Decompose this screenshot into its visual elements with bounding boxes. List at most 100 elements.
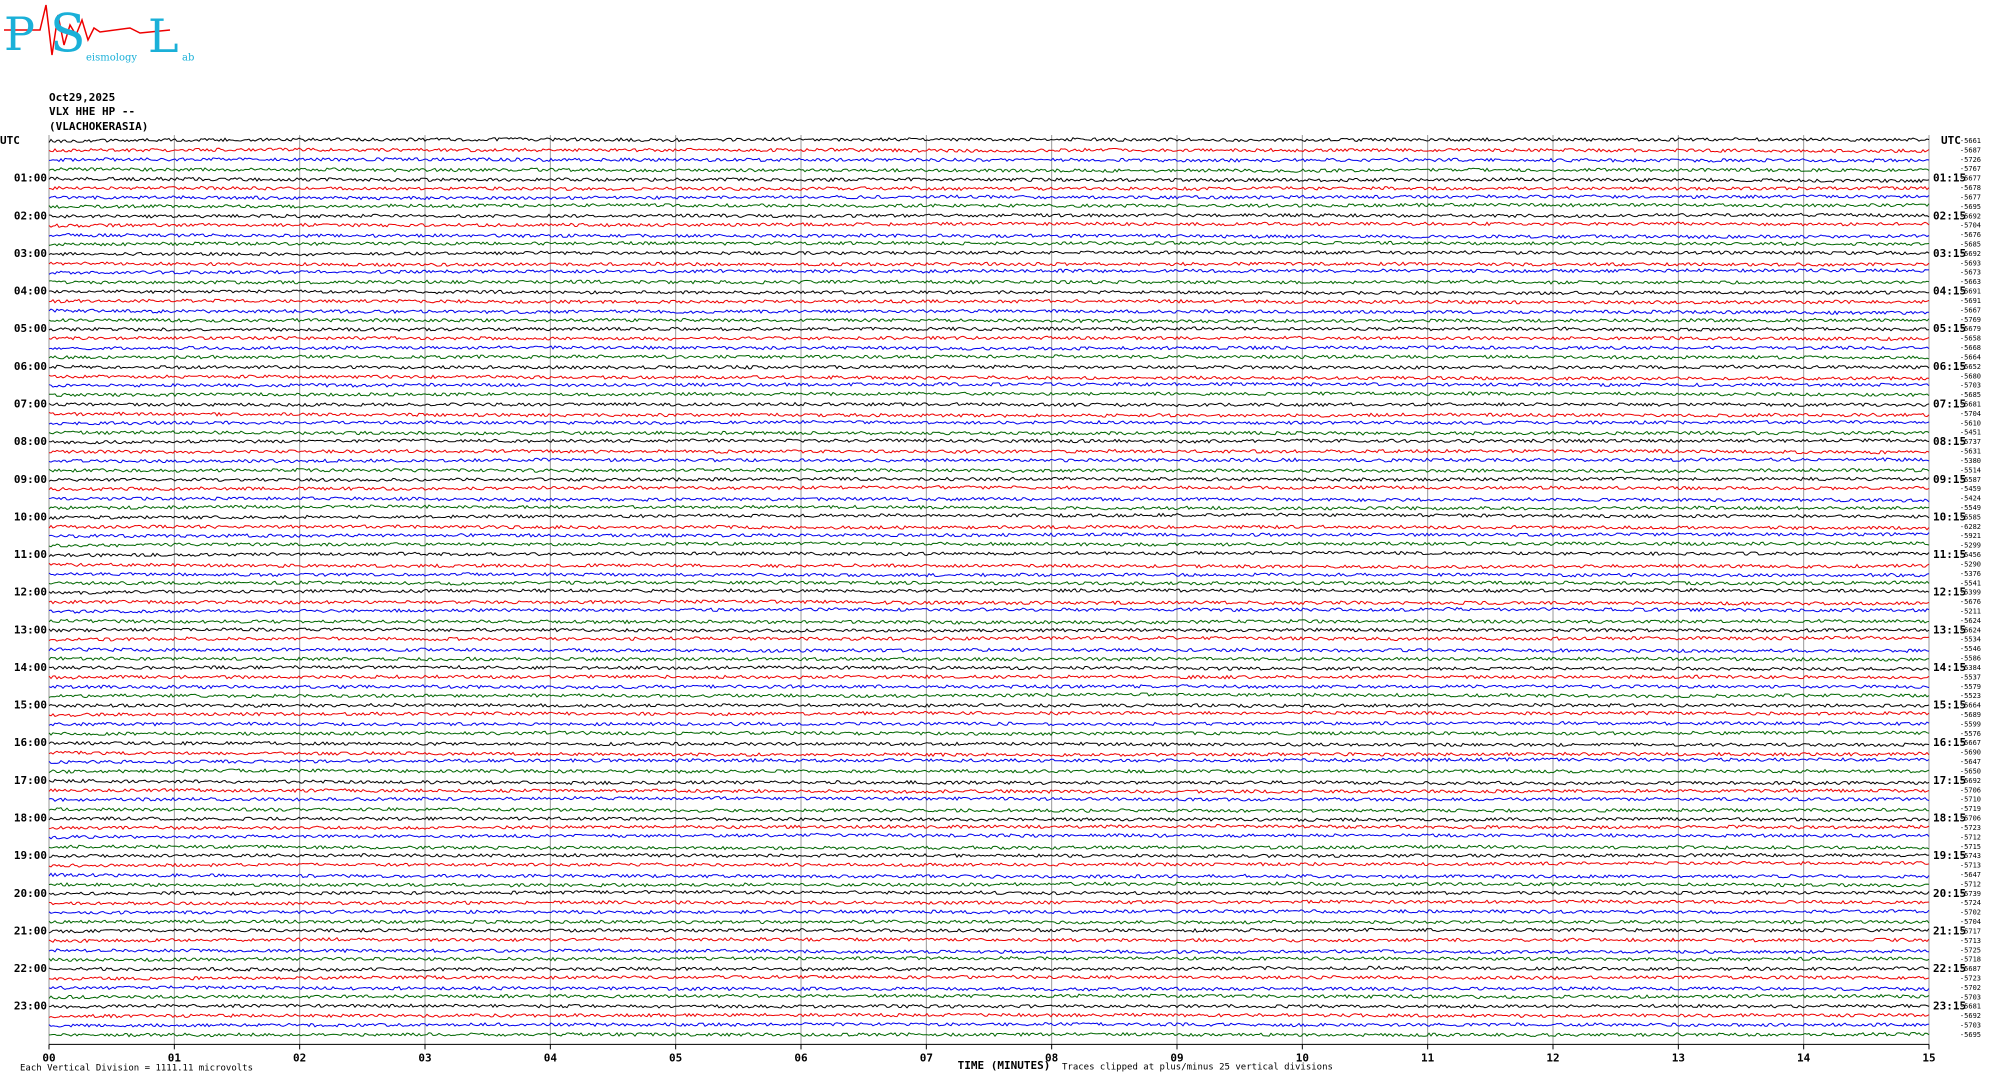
left-time-label: 08:00 (14, 435, 47, 448)
trace (48, 806, 1930, 814)
trace (48, 927, 1930, 934)
trace (48, 185, 1930, 192)
x-tick-label: 03 (418, 1051, 431, 1064)
trace (48, 674, 1930, 680)
trace-offset: -5661 (1960, 137, 1981, 145)
trace (48, 881, 1930, 888)
x-tick-label: 06 (794, 1051, 808, 1064)
left-time-label: 12:00 (14, 586, 47, 599)
right-time-label: 04:15 (1933, 285, 1966, 298)
trace (48, 261, 1930, 267)
trace-offset: -5769 (1960, 316, 1981, 324)
left-time-label: 19:00 (14, 849, 47, 862)
trace (48, 757, 1930, 765)
trace-offset: -5692 (1960, 1012, 1981, 1020)
left-time-label: 16:00 (14, 736, 47, 749)
left-time-label: 15:00 (14, 699, 47, 712)
trace-offset: -5546 (1960, 645, 1981, 653)
trace-offset: -5712 (1960, 880, 1981, 888)
right-time-label: 15:15 (1933, 699, 1966, 712)
trace (48, 587, 1930, 596)
trace (48, 860, 1930, 868)
trace (48, 823, 1930, 831)
trace (48, 467, 1930, 474)
trace (48, 298, 1930, 305)
trace (48, 936, 1930, 944)
x-tick-label: 14 (1797, 1051, 1811, 1064)
trace (48, 212, 1930, 219)
logo-text: ab (182, 53, 194, 64)
trace-offset: -5704 (1960, 222, 1981, 230)
x-tick-label: 09 (1170, 1051, 1183, 1064)
trace-offset: -5704 (1960, 410, 1981, 418)
left-time-label: 03:00 (14, 247, 47, 260)
trace (48, 531, 1930, 539)
left-time-label: UTC (0, 134, 20, 147)
trace (49, 391, 1930, 398)
trace-offset: -5610 (1960, 419, 1981, 427)
trace (48, 1012, 1930, 1019)
trace (48, 485, 1930, 492)
right-time-label: 09:15 (1933, 473, 1966, 486)
trace (48, 816, 1930, 822)
trace (48, 948, 1930, 955)
trace-offset: -5767 (1960, 165, 1981, 173)
trace-offset: -5718 (1960, 956, 1981, 964)
trace (48, 317, 1930, 324)
trace (48, 250, 1930, 257)
trace-offset: -5678 (1960, 184, 1981, 192)
trace (48, 692, 1930, 699)
trace-offset: -5459 (1960, 485, 1981, 493)
trace-offset: -5673 (1960, 269, 1981, 277)
trace-offset: -5685 (1960, 241, 1981, 249)
left-time-label: 10:00 (14, 510, 47, 523)
trace-offset: -5712 (1960, 833, 1981, 841)
trace-offset: -5667 (1960, 739, 1981, 747)
trace (48, 512, 1930, 520)
trace (48, 664, 1930, 672)
trace (48, 889, 1930, 896)
trace-offset: -5719 (1960, 805, 1981, 813)
right-time-label: 06:15 (1933, 360, 1966, 373)
trace (48, 167, 1930, 173)
right-time-label: 02:15 (1933, 209, 1966, 222)
trace-offset: -5677 (1960, 175, 1981, 183)
trace (48, 702, 1930, 709)
trace (49, 852, 1930, 859)
trace (48, 899, 1930, 906)
right-time-label: 07:15 (1933, 397, 1966, 410)
left-time-label: 02:00 (14, 209, 47, 222)
trace (48, 627, 1930, 633)
trace-offset: -5725 (1960, 946, 1981, 954)
x-tick-label: 05 (669, 1051, 682, 1064)
trace-offset: -5599 (1960, 720, 1981, 728)
trace-offset: -5523 (1960, 692, 1981, 700)
trace-offset: -6282 (1960, 523, 1981, 531)
logo-letter: L (148, 9, 179, 63)
trace-offset: -5576 (1960, 730, 1981, 738)
trace-offset: -5704 (1960, 918, 1981, 926)
trace (48, 381, 1930, 388)
right-time-label: 14:15 (1933, 661, 1966, 674)
trace-offset: -5703 (1960, 382, 1981, 390)
trace-offset: -5380 (1960, 457, 1981, 465)
trace-offset: -5691 (1960, 297, 1981, 305)
trace (48, 720, 1930, 727)
trace-offset: -5650 (1960, 767, 1981, 775)
traces (48, 137, 1930, 1038)
trace (48, 1003, 1930, 1009)
left-time-label: 07:00 (14, 397, 47, 410)
trace (48, 157, 1930, 163)
trace-offset: -5687 (1960, 965, 1981, 973)
trace-offset: -5652 (1960, 363, 1981, 371)
trace (48, 411, 1930, 419)
trace-offset: -5663 (1960, 278, 1981, 286)
right-time-label: 12:15 (1933, 586, 1966, 599)
trace (48, 457, 1930, 464)
trace-offset: -5723 (1960, 824, 1981, 832)
x-tick-label: 04 (544, 1051, 558, 1064)
right-time-label: 16:15 (1933, 736, 1966, 749)
trace-offset: -5743 (1960, 852, 1981, 860)
left-time-label: 13:00 (14, 623, 47, 636)
trace-offset: -5695 (1960, 1031, 1981, 1039)
